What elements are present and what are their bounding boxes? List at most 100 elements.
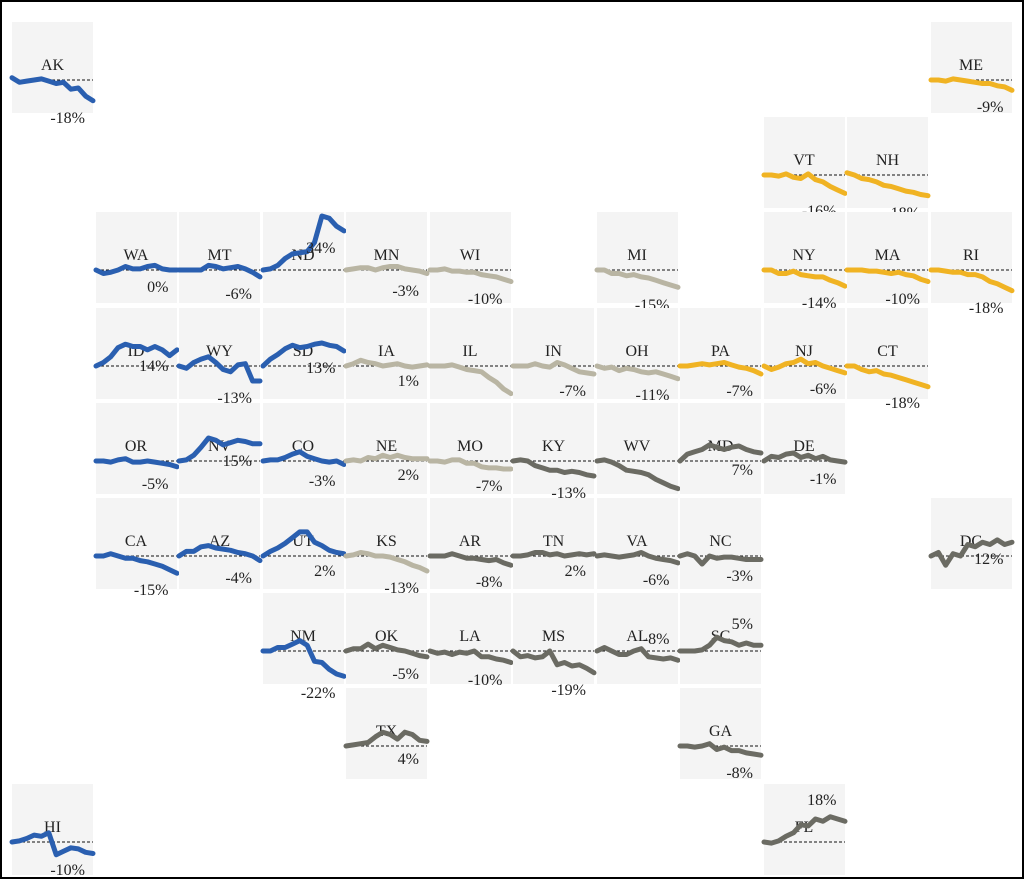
sparkline-area: [93, 455, 179, 470]
sparkline-nj: [761, 356, 847, 375]
sparkline-al: [594, 645, 680, 663]
sparkline-ny: [761, 267, 847, 289]
sparkline-mi: [594, 267, 680, 291]
state-tile-az: AZ -4%: [176, 498, 263, 589]
state-tile-mt: MT -6%: [176, 212, 263, 304]
sparkline-area: [343, 730, 430, 749]
state-label: NC: [709, 533, 732, 550]
percent-change-label: -3%: [726, 568, 753, 586]
sparkline-area: [928, 267, 1014, 294]
state-tile-nm: NM -22%: [260, 593, 346, 702]
state-tile-ct: CT -18%: [844, 307, 931, 412]
sparkline-tx: [343, 730, 430, 749]
percent-change-label: 18%: [807, 791, 837, 809]
state-label: WY: [206, 342, 233, 360]
state-tile-mo: MO -7%: [427, 402, 513, 494]
state-label: VT: [793, 152, 815, 170]
state-label: OH: [625, 342, 649, 360]
state-label: DE: [793, 437, 815, 455]
percent-change-label: -8%: [726, 764, 753, 782]
sparkline-area: [176, 263, 263, 280]
percent-change-label: -10%: [467, 290, 503, 308]
sparkline-mn: [343, 264, 430, 277]
sparkline-area: [510, 359, 597, 377]
sparkline-ga: [677, 741, 764, 759]
state-tile-hi: HI -10%: [9, 783, 96, 877]
state-tile-wi: WI -10%: [427, 212, 513, 307]
percent-change-label: 14%: [139, 358, 169, 376]
sparkline-area: [260, 213, 346, 273]
state-label: MA: [874, 247, 901, 265]
sparkline-id: [93, 341, 179, 369]
percent-change-label: -4%: [225, 569, 252, 587]
sparkline-area: [343, 550, 430, 574]
percent-change-label: -9%: [976, 99, 1004, 117]
state-tile-mi: MI -15%: [594, 212, 680, 313]
state-label: WV: [623, 437, 651, 455]
sparkline-area: [594, 550, 680, 566]
percent-change-label: -5%: [141, 475, 169, 493]
state-label: CA: [124, 533, 148, 550]
state-tile-sd: SD 13%: [260, 307, 346, 399]
state-tile-fl: FL 18%: [761, 783, 847, 875]
sparkline-area: [844, 363, 931, 389]
sparkline-area: [343, 452, 430, 464]
percent-change-label: 34%: [306, 240, 336, 258]
state-tile-ok: OK -5%: [343, 593, 430, 685]
percent-change-label: -13%: [384, 579, 419, 597]
state-tile-ny: NY -14%: [761, 212, 847, 312]
sparkline-wv: [594, 457, 680, 491]
state-label: IN: [545, 342, 562, 360]
sparkline-area: [510, 550, 597, 559]
sparkline-ms: [510, 648, 597, 676]
state-tile-ms: MS -19%: [510, 593, 597, 699]
sparkline-area: [9, 75, 96, 104]
state-tile-me: ME -9%: [928, 22, 1014, 117]
percent-change-label: -10%: [50, 862, 85, 879]
state-label: WA: [123, 247, 149, 265]
percent-change-label: -3%: [392, 282, 419, 300]
state-tile-or: OR -5%: [93, 402, 179, 494]
sparkline-wy: [176, 353, 263, 384]
sparkline-ky: [510, 457, 597, 479]
sparkline-ut: [260, 529, 346, 559]
sparkline-mt: [176, 263, 263, 280]
state-tile-nj: NJ -6%: [761, 307, 847, 399]
state-tile-dc: DC 12%: [928, 498, 1014, 589]
sparkline-ma: [844, 267, 931, 285]
state-tile-de: DE -1%: [761, 402, 847, 494]
percent-change-label: -10%: [885, 290, 920, 308]
sparkline-area: [176, 435, 263, 464]
percent-change-label: -6%: [809, 381, 837, 399]
sparkline-dc: [928, 537, 1014, 568]
sparkline-wa: [93, 263, 179, 277]
sparkline-area: [176, 543, 263, 564]
state-tile-nc: NC -3%: [677, 498, 764, 589]
state-tile-mn: MN -3%: [343, 212, 430, 304]
sparkline-nv: [176, 435, 263, 464]
percent-change-label: 13%: [306, 359, 336, 377]
state-tile-co: CO -3%: [260, 402, 346, 494]
state-tile-pa: PA -7%: [677, 307, 764, 400]
sparkline-de: [761, 450, 847, 465]
sparkline-area: [677, 359, 764, 377]
state-tile-va: VA -6%: [594, 498, 680, 589]
sparkline-area: [844, 170, 931, 199]
percent-change-label: 15%: [222, 452, 252, 470]
sparkline-in: [510, 359, 597, 377]
sparkline-area: [93, 263, 179, 277]
percent-change-label: 5%: [731, 616, 753, 634]
percent-change-label: -7%: [726, 382, 753, 400]
sparkline-area: [427, 361, 513, 396]
sparkline-area: [761, 813, 847, 846]
state-label: GA: [708, 723, 733, 741]
state-label: CT: [877, 342, 898, 360]
percent-change-label: -18%: [968, 300, 1004, 318]
state-label: VA: [626, 533, 648, 550]
sparkline-ct: [844, 363, 931, 389]
state-tile-sc: SC 5%: [677, 593, 764, 685]
sparkline-area: [260, 340, 346, 369]
state-label: PA: [711, 342, 730, 360]
sparkline-area: [93, 551, 179, 576]
